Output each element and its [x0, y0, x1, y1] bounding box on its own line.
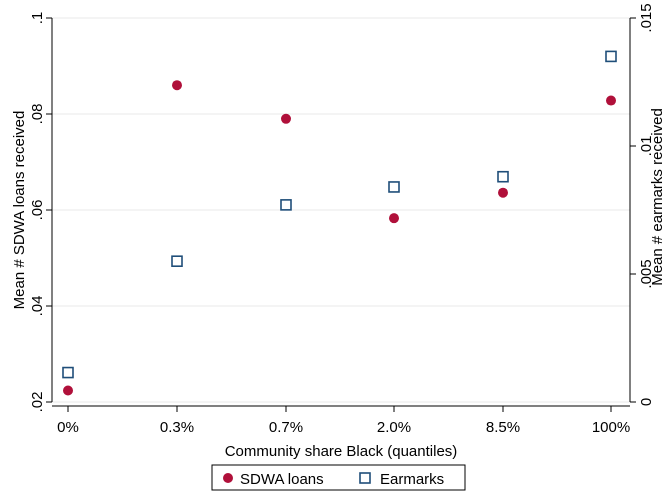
point-sdwa-loans — [281, 113, 291, 124]
point-earmarks — [388, 181, 400, 193]
point-earmarks — [497, 170, 509, 183]
x-axis-label: Community share Black (quantiles) — [225, 443, 458, 460]
x-tick-label: 0.7% — [269, 419, 303, 436]
y-axis-left-label: Mean # SDWA loans received — [11, 111, 28, 310]
point-earmarks — [605, 50, 617, 63]
axes — [51, 18, 631, 407]
y-tick-label-left: .02 — [29, 392, 46, 413]
x-tick-label: 2.0% — [377, 419, 411, 436]
point-sdwa-loans — [389, 213, 399, 224]
point-sdwa-loans — [63, 385, 73, 396]
x-tick-label: 8.5% — [486, 419, 520, 436]
point-earmarks — [171, 255, 183, 268]
legend-marker-earmarks — [359, 472, 371, 484]
gridlines — [52, 17, 630, 403]
y-tick-label-left: .06 — [29, 200, 46, 221]
y-tick-label-right: 0 — [638, 398, 655, 406]
y-tick-label-left: .04 — [29, 296, 46, 317]
y-tick-label-left: .08 — [29, 104, 46, 125]
data-points — [62, 50, 617, 396]
legend-label-earmarks: Earmarks — [380, 471, 444, 488]
point-earmarks — [280, 199, 292, 211]
x-tick-label: 0.3% — [160, 419, 194, 436]
point-sdwa-loans — [172, 80, 182, 91]
y-tick-label-right: .015 — [638, 3, 655, 32]
x-tick-label: 100% — [592, 419, 630, 436]
point-earmarks — [62, 366, 74, 379]
legend-box — [211, 464, 466, 491]
legend-marker-sdwa-loans — [223, 473, 233, 483]
point-sdwa-loans — [606, 95, 616, 106]
y-tick-label-right: .01 — [638, 136, 655, 157]
y-tick-label-right: .005 — [638, 259, 655, 288]
ticks: .02 .04 .06 .08 .1 0 .005 .01 .015 0% 0.3% 0.7% 2.0%… — [29, 3, 655, 436]
x-tick-label: 0% — [57, 419, 79, 436]
y-axis-right-label: Mean # earmarks received — [649, 108, 666, 286]
legend-label-sdwa-loans: SDWA loans — [240, 471, 324, 488]
legend: SDWA loans Earmarks — [211, 464, 466, 491]
y-tick-label-left: .1 — [29, 12, 46, 25]
point-sdwa-loans — [498, 187, 508, 198]
